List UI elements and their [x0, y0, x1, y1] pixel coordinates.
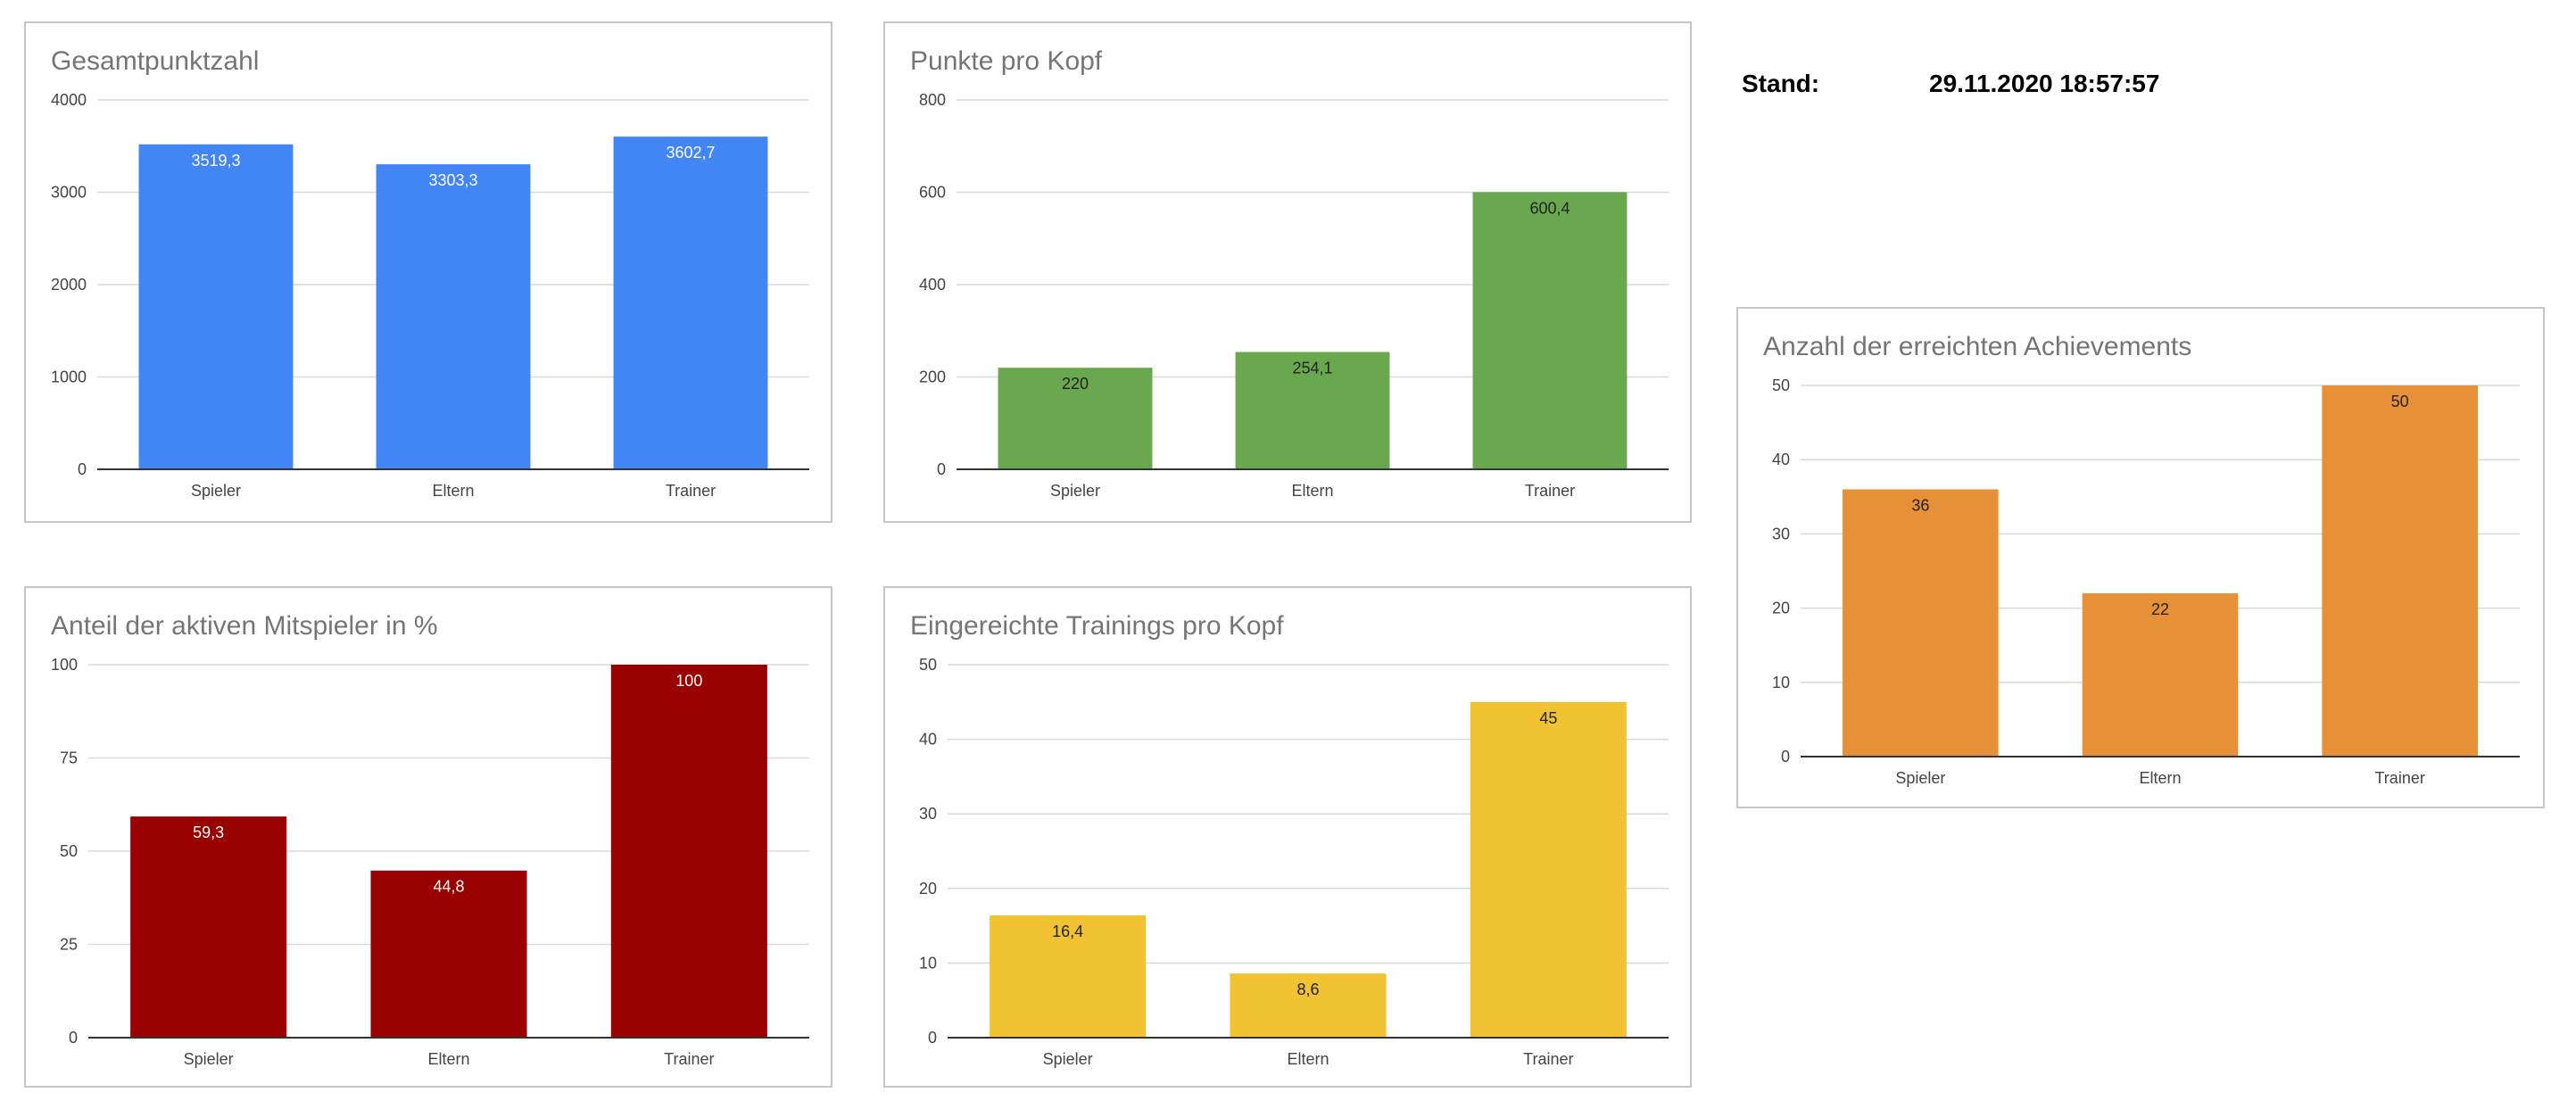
bar-value-label: 59,3	[193, 824, 224, 841]
bar	[370, 870, 527, 1038]
x-tick-label: Spieler	[184, 1050, 234, 1068]
bar-value-label: 8,6	[1296, 981, 1319, 998]
y-tick-label: 10	[919, 954, 937, 972]
bar	[2322, 385, 2478, 757]
x-tick-label: Eltern	[1291, 482, 1333, 500]
chart-title: Anzahl der erreichten Achievements	[1763, 332, 2192, 361]
y-tick-label: 30	[1772, 525, 1790, 542]
bar	[138, 144, 294, 470]
y-tick-label: 20	[1772, 600, 1790, 617]
chart-eingereichte-trainings: Eingereichte Trainings pro Kopf 0 10 20 30 4…	[883, 586, 1692, 1088]
x-tick-label: Trainer	[664, 1050, 714, 1068]
y-tick-label: 4000	[51, 91, 87, 109]
y-tick-label: 600	[919, 184, 946, 202]
y-tick-label: 0	[78, 460, 87, 478]
x-tick-label: Trainer	[1523, 1050, 1573, 1068]
y-tick-label: 10	[1772, 674, 1790, 691]
bar-value-label: 100	[675, 672, 702, 690]
x-tick-label: Trainer	[2374, 769, 2424, 787]
bar-value-label: 3602,7	[666, 144, 715, 161]
x-tick-label: Eltern	[2139, 769, 2181, 787]
bar	[1843, 489, 1999, 757]
chart-svg: 0 10 20 30 40 50 16,4 Spieler 8,6 Eltern 45 Trainer	[919, 656, 1669, 1068]
x-tick-label: Trainer	[1525, 482, 1575, 500]
chart-svg: 0 10 20 30 40 50 36 Spieler 22 Eltern 50 Trainer	[1772, 377, 2520, 787]
bar-value-label: 3519,3	[191, 152, 240, 170]
y-tick-label: 0	[928, 1029, 937, 1047]
bar-value-label: 50	[2391, 393, 2409, 410]
chart-svg: 0 25 50 75 100 59,3 Spieler 44,8 Eltern 100 Traine…	[51, 656, 809, 1068]
chart-svg: 0 200 400 600 800 220 Spieler 254,1 Eltern 600,4 T…	[919, 91, 1669, 500]
y-tick-label: 2000	[51, 276, 87, 294]
bar	[998, 368, 1153, 469]
x-tick-label: Eltern	[1287, 1050, 1329, 1068]
bar-value-label: 254,1	[1292, 360, 1332, 377]
y-tick-label: 100	[51, 656, 78, 674]
y-tick-label: 30	[919, 805, 937, 823]
chart-achievements: Anzahl der erreichten Achievements 0 10 20…	[1736, 307, 2545, 808]
y-tick-label: 0	[1781, 748, 1790, 766]
bar	[1230, 973, 1387, 1038]
y-tick-label: 50	[919, 656, 937, 674]
x-tick-label: Spieler	[191, 482, 241, 500]
y-tick-label: 1000	[51, 368, 87, 386]
chart-title: Anteil der aktiven Mitspieler in %	[51, 611, 438, 641]
y-tick-label: 200	[919, 368, 946, 386]
x-tick-label: Eltern	[432, 482, 474, 500]
y-tick-label: 50	[1772, 377, 1790, 394]
bar-value-label: 45	[1539, 709, 1557, 727]
y-tick-label: 25	[60, 936, 78, 954]
bar-value-label: 16,4	[1052, 923, 1083, 940]
y-tick-label: 40	[919, 731, 937, 749]
chart-title: Punkte pro Kopf	[910, 46, 1103, 76]
y-tick-label: 40	[1772, 451, 1790, 468]
chart-title: Gesamtpunktzahl	[51, 46, 260, 76]
chart-aktive-mitspieler: Anteil der aktiven Mitspieler in % 0 25 50…	[24, 586, 832, 1088]
bar-value-label: 3303,3	[428, 171, 477, 189]
bar	[1235, 352, 1390, 469]
x-tick-label: Spieler	[1895, 769, 1945, 787]
bar-value-label: 36	[1911, 496, 1929, 514]
x-tick-label: Trainer	[666, 482, 716, 500]
stand-label: Stand:	[1742, 70, 1820, 97]
x-tick-label: Spieler	[1050, 482, 1100, 500]
bar	[610, 665, 767, 1038]
bar	[130, 816, 287, 1038]
bar	[2082, 592, 2239, 757]
bar	[376, 164, 531, 469]
chart-svg: 0 1000 2000 3000 4000 3519,3 Spieler 3303,3 Elte…	[51, 91, 809, 500]
bar	[1470, 701, 1627, 1038]
stand-timestamp: 29.11.2020 18:57:57	[1929, 70, 2160, 97]
y-tick-label: 0	[937, 460, 946, 478]
bar-value-label: 22	[2151, 600, 2169, 618]
bar	[990, 915, 1147, 1038]
y-tick-label: 400	[919, 276, 946, 294]
bar-value-label: 44,8	[433, 878, 464, 896]
y-tick-label: 50	[60, 842, 78, 860]
y-tick-label: 75	[60, 749, 78, 767]
bar-value-label: 600,4	[1529, 199, 1570, 217]
bar	[613, 137, 768, 469]
chart-punkte-pro-kopf: Punkte pro Kopf 0 200 400 600 800 220 Spieler 2…	[883, 21, 1692, 523]
y-tick-label: 800	[919, 91, 946, 109]
x-tick-label: Eltern	[427, 1050, 469, 1068]
y-tick-label: 20	[919, 880, 937, 898]
y-tick-label: 0	[69, 1029, 78, 1047]
x-tick-label: Spieler	[1043, 1050, 1093, 1068]
bar	[1472, 192, 1628, 469]
y-tick-label: 3000	[51, 184, 87, 202]
chart-title: Eingereichte Trainings pro Kopf	[910, 611, 1284, 641]
bar-value-label: 220	[1062, 375, 1089, 393]
chart-gesamtpunktzahl: Gesamtpunktzahl 0 1000 2000 3000 4000 3519,3 S…	[24, 21, 832, 523]
